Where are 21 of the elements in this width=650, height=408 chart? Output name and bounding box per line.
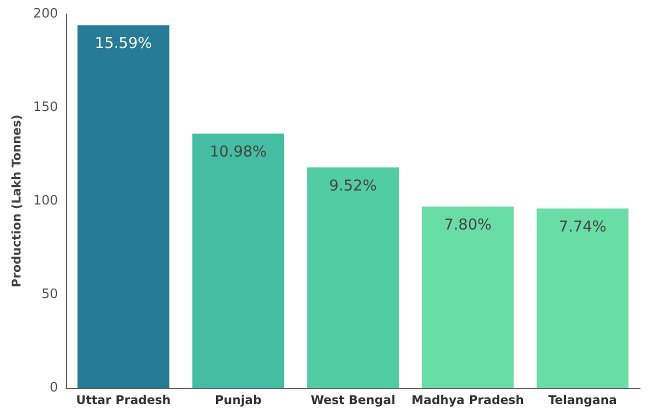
bar xyxy=(77,25,170,388)
bar xyxy=(536,208,629,388)
annotation: 7.74% xyxy=(558,217,606,236)
bar xyxy=(192,134,284,388)
y-axis-title: Production (Lakh Tonnes) xyxy=(9,114,24,288)
x-tick-label: Punjab xyxy=(214,393,262,407)
x-tick-label: West Bengal xyxy=(310,393,396,407)
y-tick-label: 0 xyxy=(50,380,58,396)
bar xyxy=(422,206,514,388)
x-tick-label: Telangana xyxy=(548,393,618,407)
bar xyxy=(307,167,399,388)
annotation: 9.52% xyxy=(329,176,377,194)
y-tick-label: 200 xyxy=(33,6,58,22)
x-tick-label: Uttar Pradesh xyxy=(76,393,171,407)
annotation: 10.98% xyxy=(210,142,267,161)
y-tick-label: 150 xyxy=(33,100,58,115)
annotation: 7.80% xyxy=(444,216,492,234)
annotation: 15.59% xyxy=(94,34,152,52)
x-tick-label: Madhya Pradesh xyxy=(412,393,524,407)
y-tick-label: 50 xyxy=(41,287,58,302)
y-tick-label: 100 xyxy=(33,194,58,208)
